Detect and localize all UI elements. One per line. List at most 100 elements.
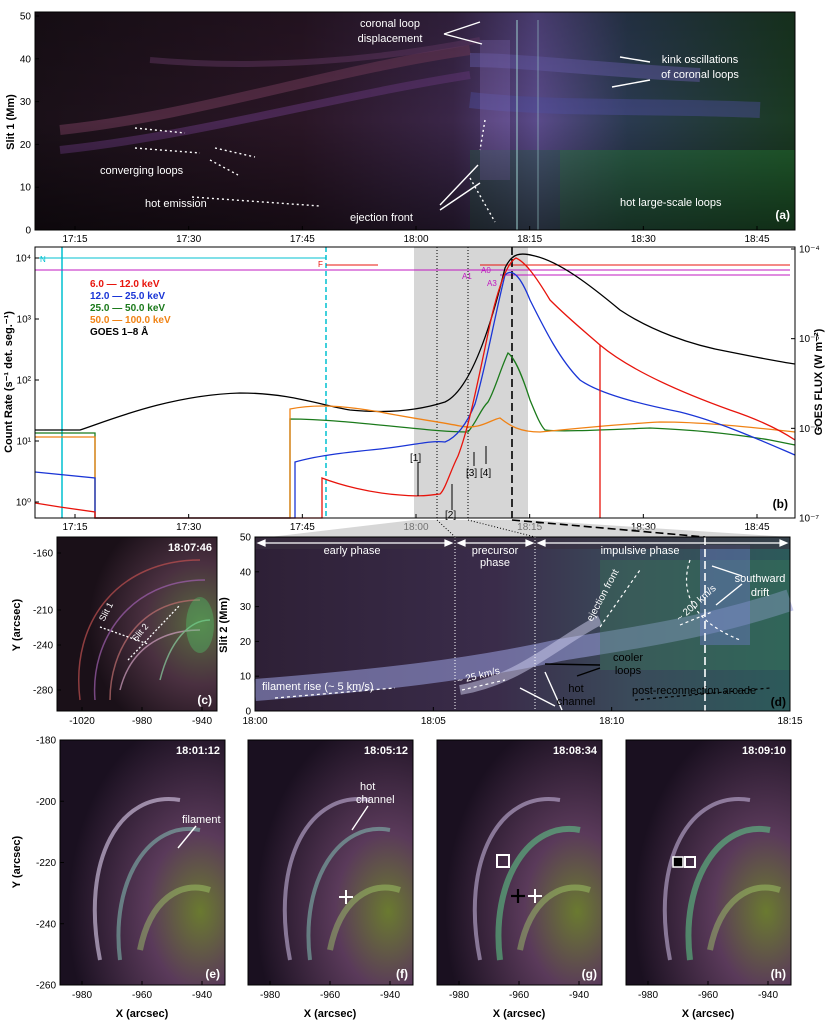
annot-converging: converging loops xyxy=(100,165,184,177)
panel-a-yticks: 0 10 20 30 40 50 xyxy=(20,12,39,237)
panel-d-y-tick-label: 10 xyxy=(240,672,252,683)
annot-hot-1: hot xyxy=(568,683,583,695)
xlabel-g: X (arcsec) xyxy=(493,1008,546,1020)
panel-f-note-1: hot xyxy=(360,781,375,793)
marker-2: [2] xyxy=(445,510,456,521)
marker-f: F xyxy=(318,260,323,269)
panel-c: Slit 1 Slit 2 18:07:46 (c) -160-210-240-… xyxy=(11,536,218,727)
marker-4: [4] xyxy=(480,468,491,479)
panel-h: 18:09:10 (h) xyxy=(625,739,792,986)
panel-b-x-tick-label: 18:45 xyxy=(744,522,769,533)
bottom-x-tick-label: -960 xyxy=(320,990,340,1001)
panel-a-x-tick-label: 18:00 xyxy=(403,234,428,245)
bottom-panels: filament 18:01:12 (e) hot channel 18:05:… xyxy=(11,736,792,1020)
bottom-x-tick-label: -940 xyxy=(380,990,400,1001)
panel-a-y-tick-label: 30 xyxy=(20,97,32,108)
annot-post-reconnection: post-reconnection arcade xyxy=(632,685,756,697)
phase-precursor-1: precursor xyxy=(472,545,519,557)
xlabel-h: X (arcsec) xyxy=(682,1008,735,1020)
panel-c-image xyxy=(57,537,217,711)
shaded-interval xyxy=(414,247,528,518)
bottom-ticks: -180 -200 -220 -240 -260 -980 -960 -940 -980 -960… xyxy=(36,736,778,1002)
phase-early: early phase xyxy=(324,545,381,557)
panel-a-ylabel: Slit 1 (Mm) xyxy=(5,94,17,150)
panel-a-y-tick-label: 0 xyxy=(25,226,31,237)
annot-kink-2: of coronal loops xyxy=(661,69,739,81)
bottom-x-tick-label: -940 xyxy=(192,990,212,1001)
panel-a-label: (a) xyxy=(775,208,790,222)
panel-b-yr-tick-label: 10⁻⁵ xyxy=(799,334,820,345)
panel-g-time: 18:08:34 xyxy=(553,745,598,757)
marker-3: [3] xyxy=(466,468,477,479)
bottom-x-tick-label: -980 xyxy=(260,990,280,1001)
panel-d-y-tick-label: 0 xyxy=(245,707,251,718)
panel-a-x-tick-label: 18:30 xyxy=(631,234,656,245)
panel-e-note: filament xyxy=(182,814,221,826)
panel-h-time: 18:09:10 xyxy=(742,745,786,757)
panel-a-y-tick-label: 20 xyxy=(20,140,32,151)
panel-a-xticks: 17:15 17:30 17:45 18:00 18:15 18:30 18:45 xyxy=(62,226,770,245)
panel-d-x-tick-label: 18:10 xyxy=(599,716,624,727)
annot-kink-1: kink oscillations xyxy=(662,54,739,66)
panel-f-note-2: channel xyxy=(356,794,395,806)
panel-d-x-tick-label: 18:15 xyxy=(777,716,802,727)
bottom-y-tick-label: -180 xyxy=(36,736,56,747)
annot-hot-2: channel xyxy=(557,696,596,708)
panel-c-x-tick-label: -1020 xyxy=(69,716,95,727)
bottom-x-tick-label: -980 xyxy=(638,990,658,1001)
panel-c-y-tick-label: -160 xyxy=(33,549,53,560)
green-curve xyxy=(35,352,796,519)
bottom-x-tick-label: -940 xyxy=(569,990,589,1001)
panel-f: hot channel 18:05:12 (f) xyxy=(247,739,414,986)
panel-g-label: (g) xyxy=(582,967,597,981)
annot-cooler-2: loops xyxy=(615,665,642,677)
marker-a1: A1 xyxy=(462,272,472,281)
marker-1: [1] xyxy=(410,453,421,464)
bottom-x-tick-label: -980 xyxy=(449,990,469,1001)
panel-c-x-tick-label: -980 xyxy=(132,716,152,727)
orange-curve xyxy=(35,405,796,519)
bottom-y-tick-label: -240 xyxy=(36,919,56,930)
annot-coronal-loop-1: coronal loop xyxy=(360,18,420,30)
xlabel-e: X (arcsec) xyxy=(116,1008,169,1020)
legend-entry: 6.0 — 12.0 keV xyxy=(90,279,160,290)
annot-southward-1: southward xyxy=(735,573,786,585)
bottom-ylabel: Y (arcsec) xyxy=(11,835,23,888)
bottom-x-tick-label: -960 xyxy=(132,990,152,1001)
annot-cooler-1: cooler xyxy=(613,652,643,664)
panel-d-x-tick-label: 18:05 xyxy=(421,716,446,727)
legend-entry: 12.0 — 25.0 keV xyxy=(90,291,165,302)
panel-d-y-tick-label: 50 xyxy=(240,533,252,544)
panel-c-label: (c) xyxy=(197,693,212,707)
panel-d-ylabel: Slit 2 (Mm) xyxy=(218,597,230,653)
panel-b-label: (b) xyxy=(773,497,788,511)
bottom-x-tick-label: -960 xyxy=(509,990,529,1001)
panel-d-y-tick-label: 40 xyxy=(240,567,252,578)
panel-c-time: 18:07:46 xyxy=(168,542,212,554)
panel-b-yl-tick-label: 10¹ xyxy=(17,437,32,448)
panel-d-y-tick-label: 30 xyxy=(240,602,252,613)
marker-a0: A0 xyxy=(481,266,491,275)
panel-b-yl-tick-label: 10⁰ xyxy=(16,498,31,509)
panel-c-x-tick-label: -940 xyxy=(192,716,212,727)
legend-entry: 50.0 — 100.0 keV xyxy=(90,315,171,326)
panel-e-time: 18:01:12 xyxy=(176,745,220,757)
panel-b-x-tick-label: 17:15 xyxy=(62,522,87,533)
bottom-x-tick-label: -940 xyxy=(758,990,778,1001)
zoom-connector xyxy=(270,520,790,537)
panel-c-xticks: -1020 -980 -940 xyxy=(69,707,212,727)
panel-b-yticks-left: 10⁰ 10¹ 10² 10³ 10⁴ xyxy=(16,254,39,509)
panel-a-x-tick-label: 18:15 xyxy=(517,234,542,245)
marker-n: N xyxy=(40,255,46,264)
blue-curve xyxy=(34,271,796,519)
panel-b-yr-tick-label: 10⁻⁷ xyxy=(799,514,819,525)
annot-ejection-front: ejection front xyxy=(350,212,413,224)
panel-d-xticks: 18:00 18:05 18:10 18:15 xyxy=(242,707,803,727)
annot-hot-emission: hot emission xyxy=(145,198,207,210)
panel-b-yl-tick-label: 10³ xyxy=(17,315,32,326)
panel-a-y-tick-label: 50 xyxy=(20,12,32,23)
annot-hot-large: hot large-scale loops xyxy=(620,197,722,209)
panel-c-y-tick-label: -280 xyxy=(33,686,53,697)
bottom-y-tick-label: -220 xyxy=(36,858,56,869)
